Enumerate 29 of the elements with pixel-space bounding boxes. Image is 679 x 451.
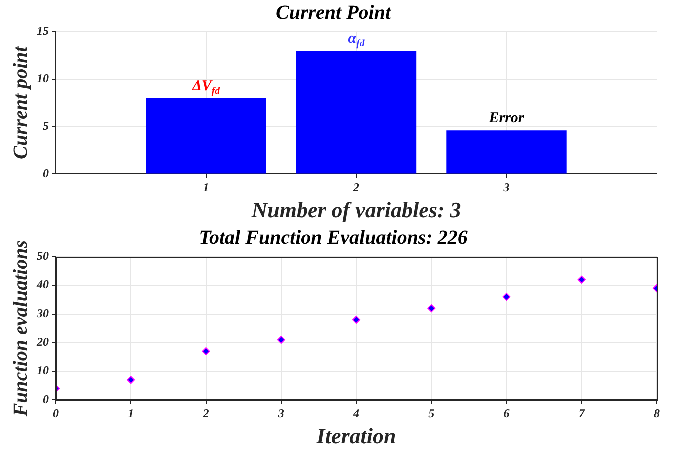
y-tick-label: 0: [43, 392, 49, 406]
x-tick-label: 4: [352, 406, 360, 420]
y-tick-label: 20: [36, 335, 49, 350]
x-tick-label: 8: [654, 406, 660, 420]
y-tick-label: 30: [36, 306, 49, 320]
y-tick-label: 0: [43, 166, 49, 180]
x-tick-label: 7: [578, 406, 586, 420]
x-tick-label: 2: [352, 180, 360, 194]
x-tick-label: 6: [504, 406, 510, 420]
x-axis-title: Number of variables: 3: [250, 197, 462, 222]
x-tick-label: 2: [202, 406, 210, 420]
y-tick-label: 40: [36, 278, 49, 292]
annotation: Error: [488, 110, 524, 127]
y-tick-label: 15: [37, 24, 49, 38]
y-tick-label: 5: [43, 118, 49, 133]
y-tick-label: 10: [37, 364, 49, 378]
x-tick-label: 3: [277, 406, 284, 420]
x-tick-label: 0: [53, 406, 59, 420]
y-tick-label: 50: [37, 249, 49, 264]
y-axis-title: Function evaluations: [10, 240, 32, 418]
x-tick-label: 5: [428, 406, 435, 420]
x-axis-title: Iteration: [316, 423, 396, 448]
y-axis-title: Current point: [10, 45, 32, 160]
x-tick-label: 3: [502, 180, 510, 194]
x-tick-label: 1: [128, 406, 134, 420]
x-tick-label: 1: [203, 180, 210, 194]
chart-title: Current Point: [276, 2, 392, 24]
y-tick-label: 10: [37, 71, 49, 86]
chart-title: Total Function Evaluations: 226: [199, 227, 468, 250]
